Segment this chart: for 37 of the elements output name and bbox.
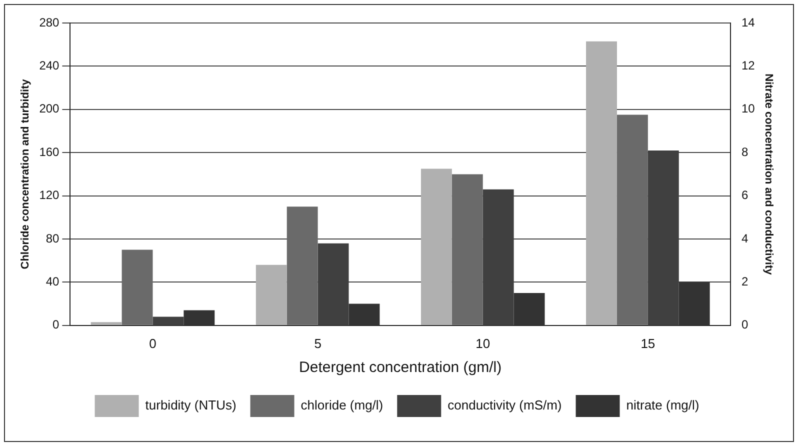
y2-tick-label: 12 bbox=[741, 58, 756, 73]
x-tick-label: 15 bbox=[640, 336, 656, 351]
bar bbox=[256, 264, 287, 325]
y2-axis-title: Nitrate concentration and conductivity bbox=[762, 74, 774, 276]
legend-label: nitrate (mg/l) bbox=[626, 398, 700, 413]
y-tick-label: 200 bbox=[39, 102, 60, 116]
y-tick-label: 240 bbox=[39, 58, 60, 73]
bar bbox=[420, 168, 452, 325]
bar bbox=[184, 310, 215, 326]
x-axis-title: Detergent concentration (gm/l) bbox=[299, 359, 502, 376]
y-tick-label: 80 bbox=[46, 231, 60, 246]
bar bbox=[678, 282, 710, 326]
y-tick-label: 280 bbox=[39, 15, 60, 30]
bar bbox=[122, 250, 153, 325]
bar bbox=[152, 316, 184, 326]
y2-tick-label: 4 bbox=[741, 231, 748, 246]
legend-label: turbidity (NTUs) bbox=[145, 398, 236, 413]
y2-tick-label: 6 bbox=[741, 188, 748, 202]
y2-tick-label: 2 bbox=[741, 274, 748, 289]
bar bbox=[514, 293, 545, 326]
bar bbox=[348, 304, 380, 326]
x-tick-label: 0 bbox=[149, 336, 156, 351]
y-axis-title: Chloride concentration and turbidity bbox=[20, 78, 32, 270]
y-tick-label: 160 bbox=[39, 144, 60, 159]
y-tick-label: 40 bbox=[46, 274, 60, 289]
bar bbox=[586, 41, 617, 325]
y-tick-label: 120 bbox=[39, 188, 60, 202]
x-tick-label: 10 bbox=[476, 336, 490, 351]
legend-label: conductivity (mS/m) bbox=[448, 398, 562, 413]
y2-tick-label: 0 bbox=[741, 318, 748, 332]
legend-label: chloride (mg/l) bbox=[300, 398, 384, 413]
y2-tick-label: 8 bbox=[741, 144, 748, 159]
y-tick-label: 0 bbox=[52, 318, 60, 332]
y2-tick-label: 14 bbox=[741, 15, 756, 30]
bar bbox=[90, 322, 122, 325]
y2-tick-label: 10 bbox=[741, 102, 756, 116]
x-tick-label: 5 bbox=[314, 336, 322, 351]
